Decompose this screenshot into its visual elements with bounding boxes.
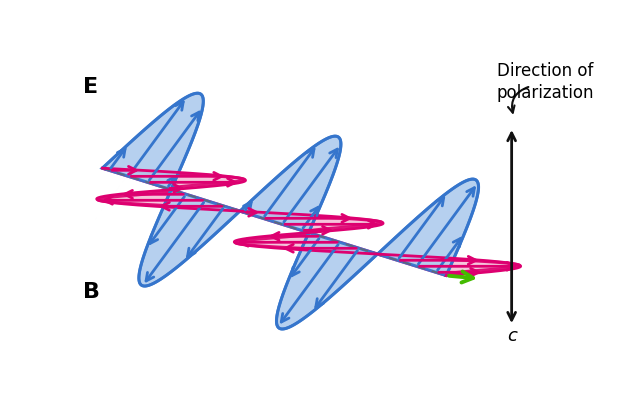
- Polygon shape: [378, 254, 519, 276]
- Text: B: B: [83, 282, 100, 301]
- Polygon shape: [98, 190, 240, 211]
- Polygon shape: [240, 211, 382, 233]
- Text: c: c: [507, 327, 517, 345]
- Polygon shape: [139, 190, 240, 286]
- Polygon shape: [102, 94, 203, 190]
- Polygon shape: [236, 233, 378, 254]
- Polygon shape: [240, 137, 341, 233]
- Polygon shape: [102, 169, 244, 190]
- Text: Direction of
polarization: Direction of polarization: [497, 62, 594, 102]
- Polygon shape: [378, 180, 479, 276]
- Text: E: E: [83, 77, 98, 97]
- Polygon shape: [276, 233, 378, 329]
